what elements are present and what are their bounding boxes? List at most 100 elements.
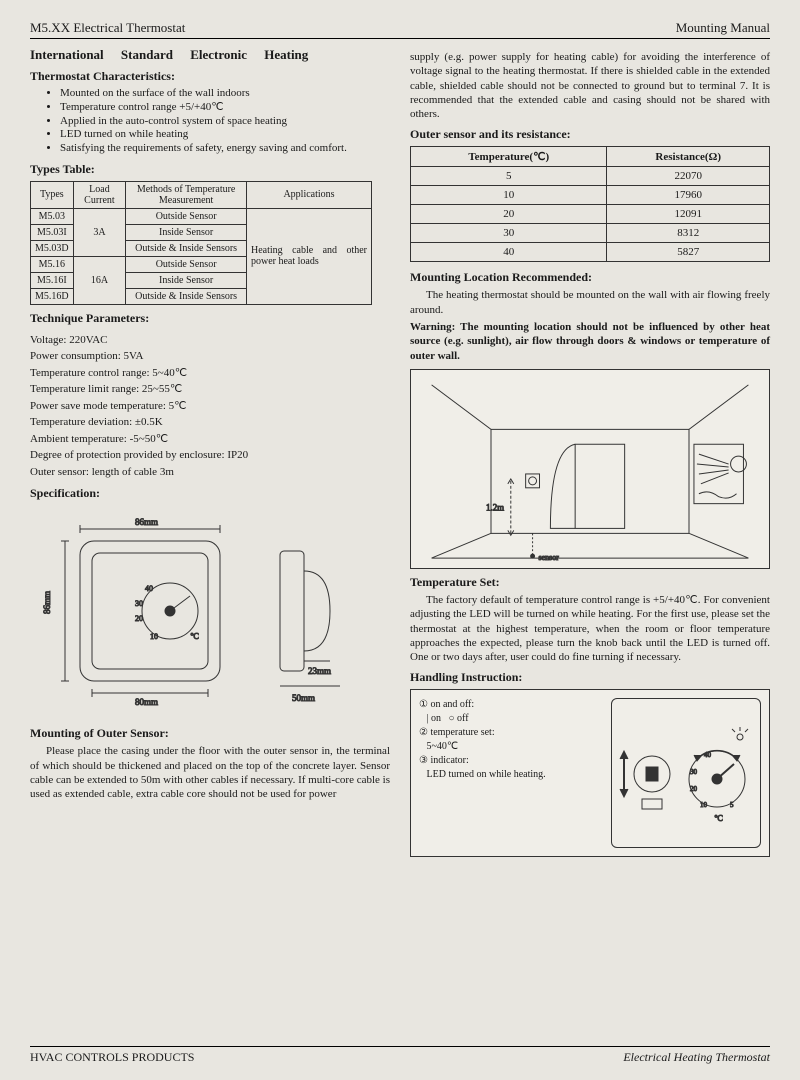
param: Ambient temperature: -5~50℃	[30, 431, 390, 448]
svg-text:30: 30	[690, 768, 698, 776]
types-table: Types Load Current Methods of Temperatur…	[30, 181, 372, 305]
svg-text:50mm: 50mm	[292, 693, 315, 703]
sensor-heading: Outer sensor and its resistance:	[410, 127, 770, 142]
handling-line: 5~40℃	[419, 740, 601, 754]
characteristics-list: Mounted on the surface of the wall indoo…	[60, 87, 390, 156]
mounting-text: Please place the casing under the floor …	[30, 744, 390, 801]
td: 40	[411, 243, 607, 262]
svg-text:20: 20	[135, 614, 143, 623]
th: Load Current	[73, 181, 126, 208]
svg-text:℃: ℃	[714, 814, 723, 823]
td: Inside Sensor	[126, 224, 247, 240]
spec-svg: 30 20 40 10 ℃ 86mm 86mm	[30, 511, 390, 711]
td: 5827	[607, 243, 770, 262]
bullet-item: Applied in the auto-control system of sp…	[60, 115, 390, 129]
th: Methods of Temperature Measurement	[126, 181, 247, 208]
td: 30	[411, 224, 607, 243]
td: Inside Sensor	[126, 272, 247, 288]
bullet-item: LED turned on while heating	[60, 128, 390, 142]
param: Outer sensor: length of cable 3m	[30, 464, 390, 481]
header-left: M5.XX Electrical Thermostat	[30, 20, 185, 36]
td: Outside & Inside Sensors	[126, 240, 247, 256]
location-warning: Warning: The mounting location should no…	[410, 320, 770, 363]
td: Outside & Inside Sensors	[126, 288, 247, 304]
td: 22070	[607, 167, 770, 186]
room-diagram: 1.2m sensor	[410, 369, 770, 569]
td: 16A	[73, 256, 126, 304]
svg-text:23mm: 23mm	[308, 666, 331, 676]
svg-text:sensor: sensor	[539, 553, 560, 562]
handling-line: ① on and off:	[419, 698, 601, 712]
td: 10	[411, 186, 607, 205]
location-heading: Mounting Location Recommended:	[410, 270, 770, 285]
th: Applications	[246, 181, 371, 208]
th: Resistance(Ω)	[607, 147, 770, 167]
param: Voltage: 220VAC	[30, 332, 390, 349]
handling-diagram: ① on and off: | on ○ off ② temperature s…	[410, 689, 770, 857]
location-text: The heating thermostat should be mounted…	[410, 288, 770, 317]
svg-text:80mm: 80mm	[135, 697, 158, 707]
bullet-item: Satisfying the requirements of safety, e…	[60, 142, 390, 156]
svg-text:℃: ℃	[190, 632, 199, 641]
room-svg: 1.2m sensor	[411, 370, 769, 568]
svg-text:20: 20	[690, 785, 698, 793]
td: 20	[411, 205, 607, 224]
content-columns: International Standard Electronic Heatin…	[30, 47, 770, 861]
param: Temperature deviation: ±0.5K	[30, 414, 390, 431]
th: Types	[31, 181, 74, 208]
handling-heading: Handling Instruction:	[410, 670, 770, 685]
temp-text: The factory default of temperature contr…	[410, 593, 770, 664]
svg-text:86mm: 86mm	[135, 517, 158, 527]
temp-heading: Temperature Set:	[410, 575, 770, 590]
param: Degree of protection provided by enclosu…	[30, 447, 390, 464]
svg-text:86mm: 86mm	[42, 591, 52, 614]
td: 17960	[607, 186, 770, 205]
td: 3A	[73, 208, 126, 256]
svg-text:40: 40	[145, 584, 153, 593]
handling-line: LED turned on while heating.	[419, 768, 601, 782]
svg-text:1.2m: 1.2m	[486, 503, 504, 513]
handling-text: ① on and off: | on ○ off ② temperature s…	[419, 698, 601, 848]
tech-params: Voltage: 220VAC Power consumption: 5VA T…	[30, 332, 390, 481]
page-footer: HVAC CONTROLS PRODUCTS Electrical Heatin…	[30, 1046, 770, 1065]
td: M5.16	[31, 256, 74, 272]
page-header: M5.XX Electrical Thermostat Mounting Man…	[30, 20, 770, 39]
right-column: supply (e.g. power supply for heating ca…	[410, 47, 770, 861]
mounting-heading: Mounting of Outer Sensor:	[30, 726, 390, 741]
td: M5.03	[31, 208, 74, 224]
param: Power save mode temperature: 5℃	[30, 398, 390, 415]
spec-diagram: 30 20 40 10 ℃ 86mm 86mm	[30, 505, 390, 720]
td: 8312	[607, 224, 770, 243]
sensor-table: Temperature(℃)Resistance(Ω) 522070 10179…	[410, 146, 770, 262]
param: Temperature limit range: 25~55℃	[30, 381, 390, 398]
bullet-item: Temperature control range +5/+40℃	[60, 101, 390, 115]
svg-text:5: 5	[730, 801, 734, 809]
header-right: Mounting Manual	[676, 20, 770, 36]
footer-right: Electrical Heating Thermostat	[623, 1050, 770, 1065]
td: M5.16D	[31, 288, 74, 304]
panel-svg: 30 20 40 10 5 ℃	[612, 699, 762, 849]
supply-text: supply (e.g. power supply for heating ca…	[410, 50, 770, 121]
main-title: International Standard Electronic Heatin…	[30, 47, 390, 63]
characteristics-heading: Thermostat Characteristics:	[30, 69, 390, 84]
param: Power consumption: 5VA	[30, 348, 390, 365]
td: 5	[411, 167, 607, 186]
param: Temperature control range: 5~40℃	[30, 365, 390, 382]
footer-left: HVAC CONTROLS PRODUCTS	[30, 1050, 194, 1065]
spec-heading: Specification:	[30, 486, 390, 501]
handling-line: ③ indicator:	[419, 754, 601, 768]
types-heading: Types Table:	[30, 162, 390, 177]
bullet-item: Mounted on the surface of the wall indoo…	[60, 87, 390, 101]
td: 12091	[607, 205, 770, 224]
handling-line: ② temperature set:	[419, 726, 601, 740]
td: Outside Sensor	[126, 208, 247, 224]
left-column: International Standard Electronic Heatin…	[30, 47, 390, 861]
td: M5.03I	[31, 224, 74, 240]
td: Outside Sensor	[126, 256, 247, 272]
svg-text:10: 10	[700, 801, 708, 809]
svg-text:10: 10	[150, 632, 158, 641]
th: Temperature(℃)	[411, 147, 607, 167]
svg-text:40: 40	[704, 751, 712, 759]
tech-heading: Technique Parameters:	[30, 311, 390, 326]
handling-line: | on ○ off	[419, 712, 601, 726]
